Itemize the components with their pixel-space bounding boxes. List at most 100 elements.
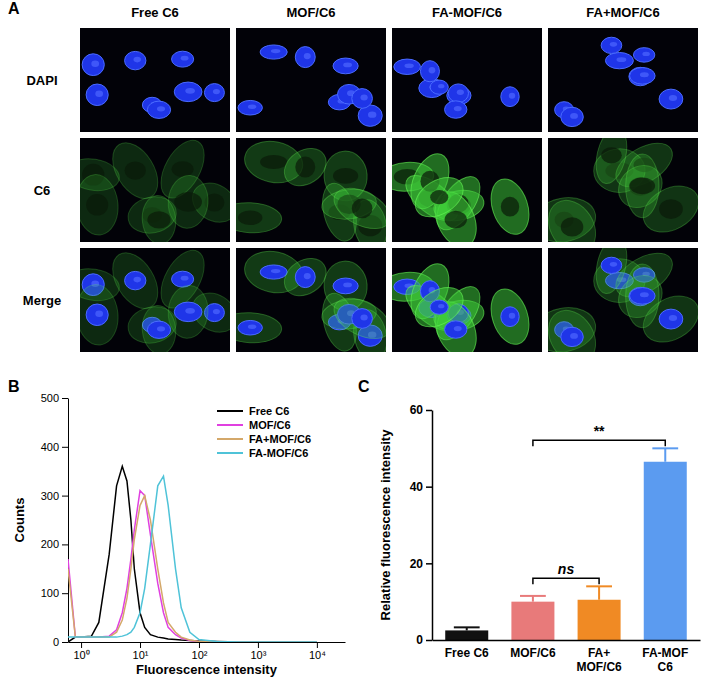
tick-mark xyxy=(62,544,68,545)
micrograph xyxy=(236,28,386,132)
tick: 300 xyxy=(41,490,68,502)
nucleolus xyxy=(157,106,165,111)
cell-cytoplasm xyxy=(484,174,535,239)
nucleolus xyxy=(669,315,677,321)
legend-label: MOF/C6 xyxy=(249,419,291,431)
micrograph xyxy=(80,138,230,242)
legend-swatch xyxy=(217,424,243,426)
nucleolus xyxy=(213,309,220,314)
nucleolus xyxy=(642,52,649,56)
tick-mark xyxy=(426,486,432,488)
cell-nucleus-shadow xyxy=(333,168,358,184)
cell-nucleus xyxy=(445,101,467,118)
x-axis-title: Fluorescence intensity xyxy=(136,662,278,677)
figure: ABCFree C6MOF/C6FA-MOF/C6FA+MOF/C6DAPIC6… xyxy=(0,0,708,683)
bar-chart: 0204060Free C6MOF/C6FA+MOF/C6FA-MOFC6Rel… xyxy=(378,403,701,673)
nucleolus xyxy=(181,276,189,281)
tick-label: 10² xyxy=(192,649,208,661)
cell-nucleus xyxy=(86,84,108,106)
cell-nucleus xyxy=(204,84,224,102)
nucleolus xyxy=(669,95,677,101)
cell-nucleus xyxy=(86,304,108,326)
nucleolus xyxy=(610,42,617,47)
nucleolus xyxy=(343,63,352,68)
cell-nucleus xyxy=(633,48,654,63)
tick-mark xyxy=(62,496,68,497)
series-line xyxy=(68,496,317,642)
cell-nucleus xyxy=(420,61,439,82)
cell-nucleus xyxy=(260,265,287,279)
cell-nucleus-shadow xyxy=(260,155,287,169)
error-bar xyxy=(586,586,612,599)
nucleolus xyxy=(304,53,311,59)
cell-nucleus-shadow xyxy=(86,194,108,216)
cell-nucleus xyxy=(333,58,358,74)
cell-nucleus xyxy=(172,271,194,287)
axis-line xyxy=(433,640,701,642)
nucleolus xyxy=(134,57,141,63)
cell-nucleus xyxy=(295,267,315,288)
tick-label: 300 xyxy=(41,490,59,502)
tick-label: 0 xyxy=(416,633,423,647)
error-bar-stem xyxy=(598,586,600,599)
tick-label: 40 xyxy=(410,480,424,494)
nucleolus xyxy=(438,84,444,88)
tick-label: 10³ xyxy=(250,649,266,661)
line-chart: 10⁰10¹10²10³10⁴0100200300400500Fluoresce… xyxy=(12,392,346,677)
tick: 400 xyxy=(41,441,68,453)
tick-label: FA+MOF/C6 xyxy=(576,646,622,673)
tick-mark xyxy=(426,563,432,565)
significance-label: ** xyxy=(594,423,605,439)
tick-label: 60 xyxy=(410,403,424,417)
cell-cytoplasm xyxy=(328,290,386,347)
cell-cytoplasm xyxy=(140,194,178,242)
error-bar xyxy=(652,448,678,461)
tick-label: 500 xyxy=(41,392,59,404)
nucleolus xyxy=(271,49,280,53)
cell-nucleus-shadow xyxy=(445,211,467,228)
nucleolus xyxy=(248,325,257,329)
nucleolus xyxy=(509,93,515,99)
axis-line xyxy=(69,642,346,643)
tick-mark xyxy=(62,642,68,643)
panel-label: A xyxy=(8,0,20,17)
nucleolus xyxy=(368,111,376,117)
cell-nucleus xyxy=(601,257,622,273)
micrograph-background xyxy=(548,28,698,132)
cell-nucleus xyxy=(174,302,202,322)
cell-nucleus-shadow xyxy=(295,157,315,178)
cell-cytoplasm xyxy=(80,173,121,238)
tick: 20 xyxy=(410,557,432,571)
cell-nucleus xyxy=(605,52,633,68)
column-label: MOF/C6 xyxy=(286,5,335,20)
nucleolus xyxy=(640,72,649,77)
tick: 100 xyxy=(41,587,68,599)
series-line xyxy=(68,476,317,642)
cell-nucleus-shadow xyxy=(501,197,519,217)
micrograph xyxy=(80,248,230,352)
micrograph xyxy=(548,138,698,242)
cell-cytoplasm xyxy=(408,279,470,335)
nucleolus xyxy=(570,333,578,339)
bar xyxy=(644,462,687,640)
micrograph xyxy=(236,248,386,352)
cell-cytoplasm xyxy=(548,192,605,242)
nucleolus xyxy=(248,105,257,109)
cell-nucleus xyxy=(238,100,262,115)
tick: 10⁴ xyxy=(309,642,326,661)
micrograph xyxy=(236,138,386,242)
tick: 10⁰ xyxy=(73,642,89,661)
tick: 60 xyxy=(410,403,432,417)
nucleolus xyxy=(181,56,189,61)
axis-line xyxy=(432,411,434,641)
legend-swatch xyxy=(217,452,243,454)
error-bar-stem xyxy=(664,448,666,461)
tick-mark xyxy=(317,642,318,648)
error-bar-cap xyxy=(520,595,546,597)
cell-cytoplasm xyxy=(548,302,605,352)
cell-nucleus-shadow xyxy=(172,161,194,177)
cell-cytoplasm xyxy=(236,311,282,344)
cell-nucleus-shadow xyxy=(174,192,202,212)
nucleolus xyxy=(570,113,578,119)
row-label: C6 xyxy=(34,183,51,198)
